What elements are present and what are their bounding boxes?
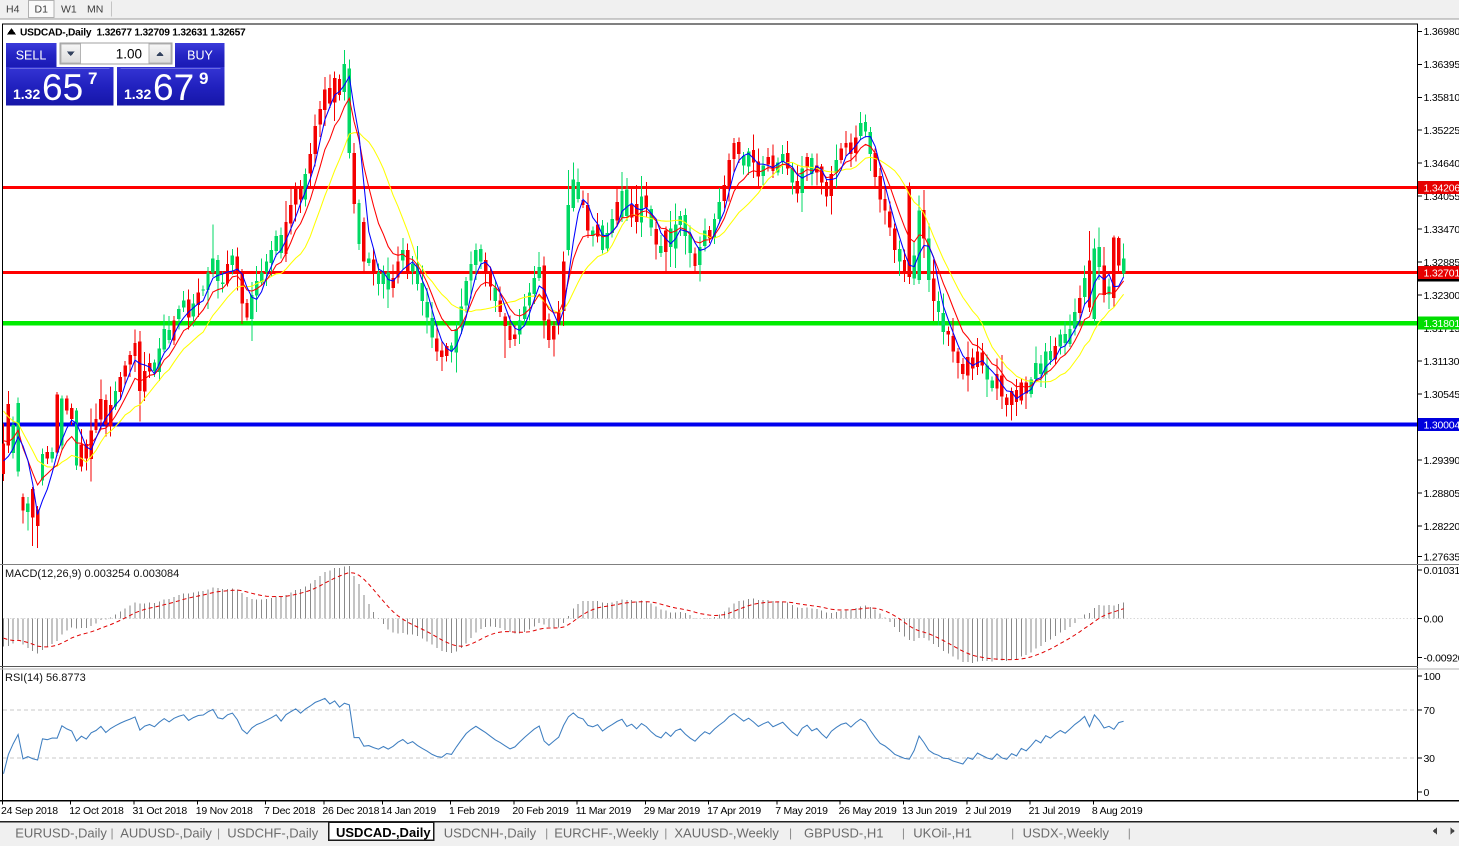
svg-text:|: | — [664, 826, 667, 840]
svg-text:1.32: 1.32 — [13, 86, 40, 102]
svg-text:1.34206: 1.34206 — [1424, 183, 1459, 195]
svg-text:14 Jan 2019: 14 Jan 2019 — [381, 805, 436, 817]
svg-text:GBPUSD-,H1: GBPUSD-,H1 — [804, 826, 883, 841]
svg-text:1.32701: 1.32701 — [1424, 268, 1459, 280]
svg-text:USDCHF-,Daily: USDCHF-,Daily — [227, 826, 319, 841]
svg-text:BUY: BUY — [187, 49, 213, 63]
svg-text:24 Sep 2018: 24 Sep 2018 — [1, 805, 58, 817]
svg-text:1.00: 1.00 — [116, 46, 142, 61]
svg-text:1.33470: 1.33470 — [1424, 224, 1459, 236]
svg-text:7 May 2019: 7 May 2019 — [775, 805, 828, 817]
svg-text:12 Oct 2018: 12 Oct 2018 — [69, 805, 124, 817]
svg-text:1.34640: 1.34640 — [1424, 158, 1459, 170]
svg-text:1.35225: 1.35225 — [1424, 125, 1459, 137]
svg-text:USDCAD-,Daily 1.32677 1.32709: USDCAD-,Daily 1.32677 1.32709 1.32631 1.… — [20, 28, 246, 39]
svg-text:1.31801: 1.31801 — [1424, 318, 1459, 330]
svg-text:70: 70 — [1424, 705, 1436, 717]
svg-text:1.29390: 1.29390 — [1424, 455, 1459, 467]
svg-text:1.28220: 1.28220 — [1424, 521, 1459, 533]
svg-text:9: 9 — [199, 69, 208, 88]
svg-text:USDCAD-,Daily: USDCAD-,Daily — [336, 825, 431, 840]
svg-text:|: | — [1011, 826, 1014, 840]
svg-text:30: 30 — [1424, 753, 1436, 765]
svg-text:MACD(12,26,9) 0.003254 0.00308: MACD(12,26,9) 0.003254 0.003084 — [5, 568, 179, 580]
svg-text:1.36395: 1.36395 — [1424, 59, 1459, 71]
svg-text:|: | — [789, 826, 792, 840]
svg-text:1.36980: 1.36980 — [1424, 26, 1459, 38]
svg-text:7: 7 — [88, 69, 97, 88]
svg-text:20 Feb 2019: 20 Feb 2019 — [512, 805, 569, 817]
svg-text:0: 0 — [1424, 787, 1430, 799]
svg-text:USDX-,Weekly: USDX-,Weekly — [1023, 826, 1110, 841]
svg-text:RSI(14) 56.8773: RSI(14) 56.8773 — [5, 672, 86, 684]
svg-text:-0.009201: -0.009201 — [1424, 652, 1459, 664]
svg-text:EURCHF-,Weekly: EURCHF-,Weekly — [554, 826, 659, 841]
svg-text:|: | — [217, 826, 220, 840]
svg-text:1.27635: 1.27635 — [1424, 551, 1459, 563]
svg-text:2 Jul 2019: 2 Jul 2019 — [965, 805, 1011, 817]
svg-text:UKOil-,H1: UKOil-,H1 — [913, 826, 972, 841]
svg-text:H4: H4 — [6, 4, 20, 16]
svg-text:26 Dec 2018: 26 Dec 2018 — [322, 805, 379, 817]
svg-text:MN: MN — [87, 4, 103, 16]
svg-text:1 Feb 2019: 1 Feb 2019 — [449, 805, 500, 817]
svg-text:1.31130: 1.31130 — [1424, 356, 1459, 368]
svg-text:0.00: 0.00 — [1424, 614, 1444, 626]
svg-text:1.35810: 1.35810 — [1424, 92, 1459, 104]
svg-text:13 Jun 2019: 13 Jun 2019 — [902, 805, 957, 817]
svg-text:11 Mar 2019: 11 Mar 2019 — [576, 805, 632, 817]
svg-text:67: 67 — [153, 67, 194, 108]
svg-text:AUDUSD-,Daily: AUDUSD-,Daily — [120, 826, 212, 841]
svg-text:W1: W1 — [61, 4, 77, 16]
svg-text:65: 65 — [42, 67, 83, 108]
svg-text:100: 100 — [1424, 671, 1441, 683]
svg-text:19 Nov 2018: 19 Nov 2018 — [196, 805, 253, 817]
svg-text:26 May 2019: 26 May 2019 — [839, 805, 897, 817]
svg-text:|: | — [1128, 826, 1131, 840]
svg-text:XAUUSD-,Weekly: XAUUSD-,Weekly — [674, 826, 779, 841]
svg-text:|: | — [902, 826, 905, 840]
svg-text:1.32300: 1.32300 — [1424, 290, 1459, 302]
svg-text:|: | — [111, 826, 114, 840]
svg-text:0.010311: 0.010311 — [1424, 565, 1459, 577]
svg-text:D1: D1 — [35, 4, 49, 16]
svg-text:7 Dec 2018: 7 Dec 2018 — [264, 805, 316, 817]
svg-text:31 Oct 2018: 31 Oct 2018 — [133, 805, 188, 817]
svg-text:17 Apr 2019: 17 Apr 2019 — [707, 805, 761, 817]
svg-text:1.28805: 1.28805 — [1424, 488, 1459, 500]
svg-text:1.30004: 1.30004 — [1424, 420, 1459, 432]
svg-text:SELL: SELL — [16, 49, 47, 63]
svg-text:EURUSD-,Daily: EURUSD-,Daily — [15, 826, 107, 841]
svg-text:1.30545: 1.30545 — [1424, 389, 1459, 401]
svg-text:21 Jul 2019: 21 Jul 2019 — [1029, 805, 1081, 817]
svg-text:USDCNH-,Daily: USDCNH-,Daily — [444, 826, 537, 841]
svg-text:8 Aug 2019: 8 Aug 2019 — [1092, 805, 1143, 817]
svg-text:1.32: 1.32 — [124, 86, 151, 102]
svg-text:|: | — [545, 826, 548, 840]
svg-text:29 Mar 2019: 29 Mar 2019 — [644, 805, 701, 817]
